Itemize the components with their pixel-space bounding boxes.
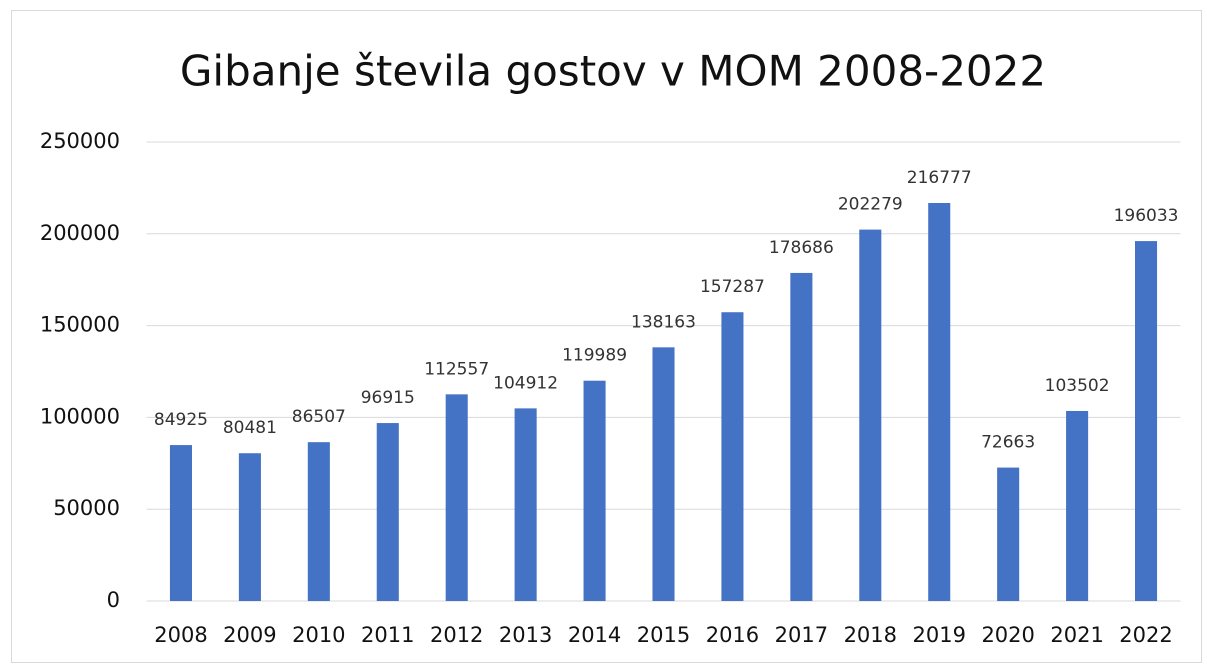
x-tick-label: 2021 — [1050, 623, 1103, 647]
bar — [307, 442, 330, 601]
data-label: 138163 — [631, 312, 696, 332]
data-label: 202279 — [838, 195, 903, 215]
x-tick-label: 2015 — [637, 623, 690, 647]
chart-title: Gibanje števila gostov v MOM 2008-2022 — [180, 47, 1046, 96]
y-tick-label: 100000 — [40, 404, 120, 428]
bar — [169, 445, 192, 601]
bar — [928, 202, 951, 601]
data-label: 86507 — [292, 407, 346, 427]
y-tick-label: 50000 — [53, 496, 120, 520]
bar — [238, 453, 261, 601]
y-tick-label: 0 — [107, 588, 120, 612]
x-tick-label: 2014 — [568, 623, 621, 647]
bar — [721, 312, 744, 601]
x-tick-label: 2019 — [913, 623, 966, 647]
x-tick-label: 2010 — [292, 623, 345, 647]
bar — [652, 347, 675, 601]
bar — [376, 423, 399, 601]
data-label: 80481 — [223, 418, 277, 438]
bar — [790, 272, 813, 601]
data-label: 84925 — [154, 410, 208, 430]
data-label: 157287 — [700, 277, 765, 297]
bar — [1066, 410, 1089, 601]
x-tick-label: 2011 — [361, 623, 414, 647]
data-label: 196033 — [1114, 206, 1179, 226]
bar — [997, 467, 1020, 601]
bar — [445, 394, 468, 601]
data-label: 72663 — [981, 433, 1035, 453]
data-label: 112557 — [424, 359, 489, 379]
x-tick-label: 2022 — [1119, 623, 1172, 647]
x-tick-label: 2020 — [981, 623, 1034, 647]
y-tick-label: 150000 — [40, 313, 120, 337]
data-label: 119989 — [562, 346, 627, 366]
data-label: 216777 — [907, 168, 972, 188]
data-label: 104912 — [493, 373, 558, 393]
bar — [1135, 241, 1158, 601]
bar — [514, 408, 537, 601]
x-tick-label: 2008 — [154, 623, 207, 647]
y-tick-label: 250000 — [40, 129, 120, 153]
data-label: 103502 — [1045, 376, 1110, 396]
x-tick-label: 2009 — [223, 623, 276, 647]
y-tick-label: 200000 — [40, 221, 120, 245]
x-tick-label: 2018 — [844, 623, 897, 647]
bar — [583, 380, 606, 601]
bar — [859, 229, 882, 601]
data-label: 178686 — [769, 238, 834, 258]
x-tick-label: 2012 — [430, 623, 483, 647]
x-tick-label: 2017 — [775, 623, 828, 647]
x-tick-label: 2013 — [499, 623, 552, 647]
x-tick-label: 2016 — [706, 623, 759, 647]
data-label: 96915 — [361, 388, 415, 408]
